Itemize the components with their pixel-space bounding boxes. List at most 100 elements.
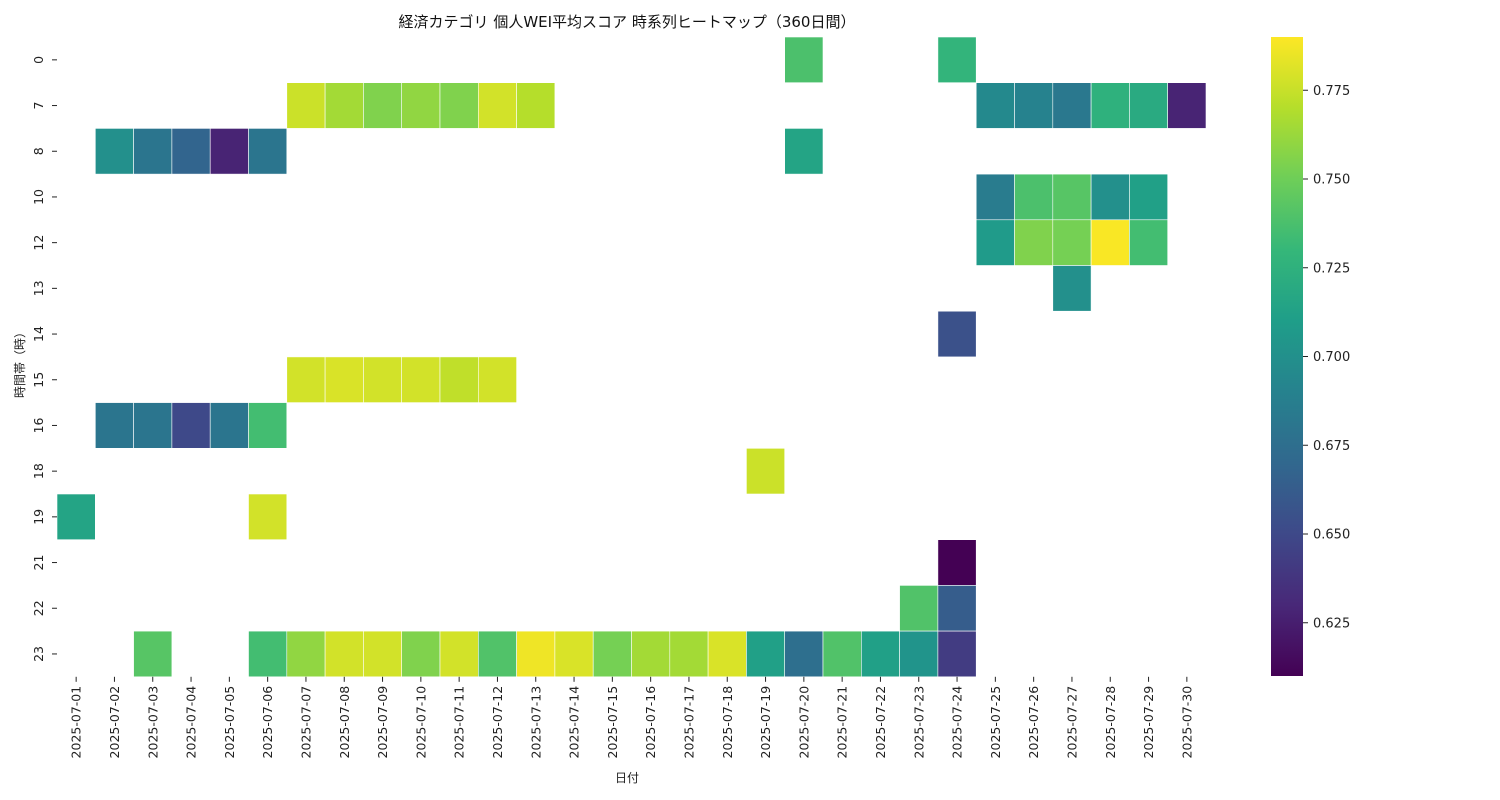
x-tick-label: 2025-07-08 <box>337 686 352 759</box>
heatmap-cell <box>516 82 556 129</box>
heatmap-cell <box>1167 82 1207 129</box>
heatmap-cell <box>822 630 862 678</box>
heatmap-cell <box>937 630 977 678</box>
heatmap-cell <box>975 173 1015 221</box>
y-tick-label: 22 <box>31 600 46 616</box>
y-tick-label: 23 <box>31 646 46 662</box>
x-tick-label: 2025-07-30 <box>1179 686 1194 759</box>
heatmap-cell <box>133 128 173 175</box>
heatmap-cell <box>860 630 900 678</box>
heatmap-cell <box>1052 265 1092 312</box>
heatmap-cell <box>248 493 288 541</box>
heatmap-cell <box>1052 82 1092 129</box>
x-tick-label: 2025-07-07 <box>298 686 313 759</box>
y-axis-ticks: 0 7 8 10 12 13 14 15 16 18 19 21 22 23 <box>31 56 57 662</box>
heatmap-cell <box>324 630 364 678</box>
colorbar <box>1271 37 1303 676</box>
heatmap-cell <box>363 82 402 129</box>
heatmap-cell <box>975 82 1015 129</box>
x-axis-label: 日付 <box>615 771 639 785</box>
heatmap-cell <box>631 630 671 678</box>
y-tick-label: 13 <box>31 280 46 296</box>
chart-title: 経済カテゴリ 個人WEI平均スコア 時系列ヒートマップ（360日間） <box>399 13 856 31</box>
heatmap-cell <box>439 630 479 678</box>
colorbar-tick-label: 0.675 <box>1313 439 1350 454</box>
heatmap-cell <box>248 630 288 678</box>
heatmap-cell <box>746 447 786 495</box>
heatmap-cell <box>133 630 173 678</box>
heatmap-cell <box>975 219 1015 266</box>
heatmap-cell <box>477 630 517 678</box>
heatmap-cell <box>439 82 479 129</box>
y-tick-label: 0 <box>31 56 46 64</box>
heatmap-cell <box>286 630 326 678</box>
x-tick-label: 2025-07-02 <box>107 686 122 759</box>
colorbar-tick-label: 0.750 <box>1313 173 1350 188</box>
x-tick-label: 2025-07-12 <box>490 686 505 759</box>
x-tick-label: 2025-07-25 <box>988 686 1003 759</box>
heatmap-cell <box>95 402 134 449</box>
x-tick-label: 2025-07-26 <box>1026 686 1041 759</box>
heatmap-cell <box>171 402 211 449</box>
heatmap-cell <box>363 356 402 403</box>
x-tick-label: 2025-07-28 <box>1103 686 1118 759</box>
colorbar-tick-label: 0.725 <box>1313 261 1350 276</box>
heatmap-cell <box>324 356 364 403</box>
heatmap-cell <box>746 630 786 678</box>
heatmap-cell <box>477 82 517 129</box>
x-tick-label: 2025-07-22 <box>873 686 888 759</box>
heatmap-cell <box>784 630 824 678</box>
heatmap-cell <box>1014 82 1054 129</box>
y-tick-label: 21 <box>31 555 46 571</box>
x-tick-label: 2025-07-24 <box>950 686 965 759</box>
heatmap-cell <box>899 630 939 678</box>
heatmap-cell <box>784 128 824 175</box>
x-tick-label: 2025-07-04 <box>184 686 199 759</box>
heatmap-cell <box>1090 82 1130 129</box>
y-tick-label: 16 <box>31 417 46 433</box>
colorbar-ticks: 0.625 0.650 0.675 0.700 0.725 0.750 0.775 <box>1303 84 1350 631</box>
x-tick-label: 2025-07-05 <box>222 686 237 759</box>
x-tick-label: 2025-07-13 <box>528 686 543 759</box>
x-tick-label: 2025-07-11 <box>452 686 467 759</box>
heatmap-cells <box>56 36 1207 678</box>
heatmap-cell <box>401 630 441 678</box>
heatmap-cell <box>1052 173 1092 221</box>
heatmap-cell <box>363 630 402 678</box>
x-axis-ticks: 2025-07-01 2025-07-02 2025-07-03 2025-07-04… <box>69 676 1194 759</box>
heatmap-cell <box>477 356 517 403</box>
heatmap-cell <box>248 402 288 449</box>
x-tick-label: 2025-07-23 <box>911 686 926 759</box>
x-tick-label: 2025-07-20 <box>796 686 811 759</box>
heatmap-cell <box>401 82 441 129</box>
heatmap-cell <box>95 128 134 175</box>
heatmap-cell <box>937 539 977 586</box>
x-tick-label: 2025-07-10 <box>413 686 428 759</box>
x-tick-label: 2025-07-27 <box>1064 686 1079 759</box>
heatmap-cell <box>1052 219 1092 266</box>
heatmap-cell <box>439 356 479 403</box>
y-tick-label: 19 <box>31 509 46 525</box>
x-tick-label: 2025-07-21 <box>835 686 850 759</box>
heatmap-cell <box>209 128 249 175</box>
y-tick-label: 7 <box>31 102 46 110</box>
heatmap-cell <box>937 310 977 358</box>
heatmap-cell <box>1014 219 1054 266</box>
colorbar-tick-label: 0.775 <box>1313 84 1350 99</box>
colorbar-tick-label: 0.650 <box>1313 528 1350 543</box>
x-tick-label: 2025-07-09 <box>375 686 390 759</box>
x-tick-label: 2025-07-19 <box>758 686 773 759</box>
heatmap-cell <box>286 356 326 403</box>
heatmap-cell <box>937 36 977 84</box>
heatmap-cell <box>1090 219 1130 266</box>
y-tick-label: 15 <box>31 372 46 388</box>
x-tick-label: 2025-07-17 <box>681 686 696 759</box>
heatmap-cell <box>286 82 326 129</box>
heatmap-cell <box>248 128 288 175</box>
colorbar-tick-label: 0.625 <box>1313 616 1350 631</box>
heatmap-cell <box>171 128 211 175</box>
x-tick-label: 2025-07-29 <box>1141 686 1156 759</box>
x-tick-label: 2025-07-15 <box>605 686 620 759</box>
heatmap-cell <box>133 402 173 449</box>
